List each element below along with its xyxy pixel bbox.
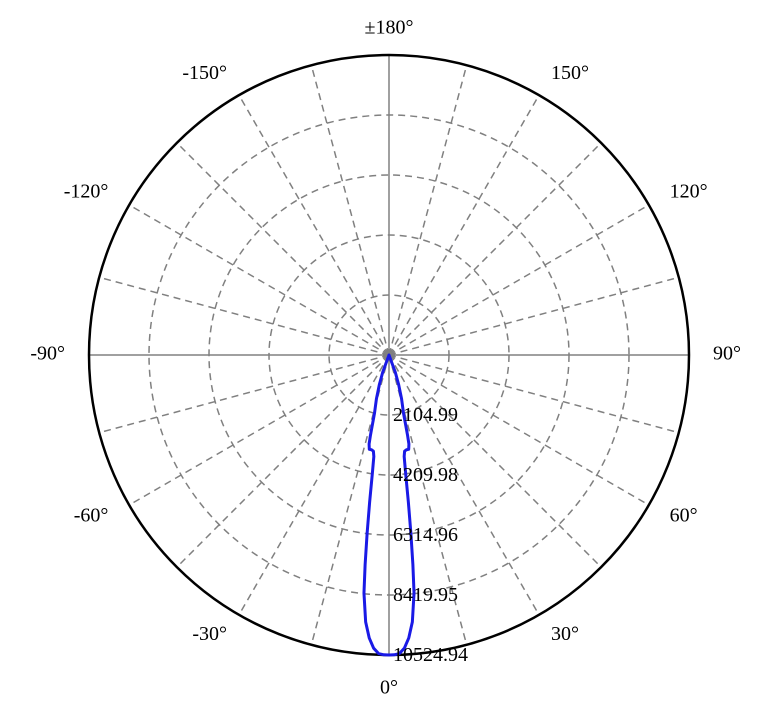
radial-label: 4209.98 (393, 464, 458, 486)
angle-label: -60° (74, 505, 109, 527)
angle-label: 30° (551, 623, 579, 645)
grid-spoke (389, 95, 539, 355)
grid-spoke (239, 355, 389, 615)
grid-spoke (389, 205, 649, 355)
grid-spoke (239, 95, 389, 355)
grid-spoke (129, 355, 389, 505)
polar-chart: 0° 30° 60° 90° 120° 150° ±180° -150° -120° -90° -6… (0, 0, 778, 707)
angle-label: 150° (551, 62, 589, 84)
radial-label: 6314.96 (393, 524, 458, 546)
angle-label: 0° (380, 677, 398, 699)
grid-spoke (389, 65, 467, 355)
grid-spoke (389, 277, 679, 355)
grid-spoke (311, 65, 389, 355)
angle-label: 120° (670, 181, 708, 203)
grid-spoke (99, 355, 389, 433)
radial-label: 10524.94 (393, 644, 468, 666)
radial-label: 2104.99 (393, 404, 458, 426)
angle-label: 60° (670, 505, 698, 527)
radial-label: 8419.95 (393, 584, 458, 606)
grid-spoke (99, 277, 389, 355)
angle-label: -150° (182, 62, 227, 84)
grid-spoke (129, 205, 389, 355)
grid-spoke (177, 143, 389, 355)
angle-label: -90° (30, 343, 65, 365)
angle-label: 90° (713, 343, 741, 365)
grid-spoke (389, 143, 601, 355)
radial-label-group: 2104.99 4209.98 6314.96 8419.95 10524.94 (393, 404, 468, 666)
grid-spoke (177, 355, 389, 567)
polar-chart-svg: 0° 30° 60° 90° 120° 150° ±180° -150° -120° -90° -6… (0, 0, 778, 707)
angle-label: -30° (192, 623, 227, 645)
angle-label: ±180° (365, 17, 414, 39)
angle-label: -120° (64, 181, 109, 203)
